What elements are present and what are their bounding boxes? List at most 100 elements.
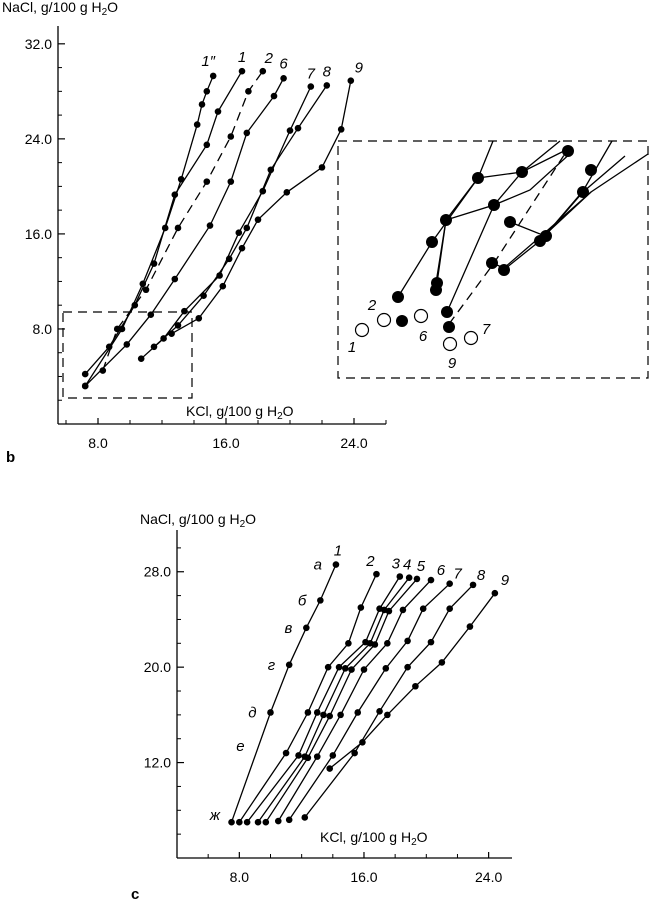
panel-b-data-point <box>283 189 291 196</box>
panel-b-letter: b <box>6 449 15 466</box>
panel-c-tick-labels: 8.0 16.0 24.0 12.0 20.0 28.0 <box>144 564 503 885</box>
panel-c-data-point <box>413 575 421 583</box>
panel-c-series-label: 6 <box>437 562 446 579</box>
panel-b-x-tick-label: 16.0 <box>212 435 239 451</box>
inset-point <box>488 199 500 211</box>
panel-b-data-point <box>200 292 207 299</box>
panel-c-data-point <box>228 818 235 826</box>
panel-c-data-point <box>274 817 282 825</box>
panel-c-data-point <box>446 605 453 613</box>
panel-c-data-point <box>326 712 333 720</box>
inset-open-points: 1 2 6 9 7 <box>348 297 491 372</box>
inset-line-5 <box>491 191 592 269</box>
panel-c-data-point <box>303 624 310 632</box>
panel-b-inset: 1 2 6 9 7 <box>337 140 649 379</box>
panel-c-series-line-6 <box>277 579 432 822</box>
panel-c-data-point <box>385 607 393 615</box>
panel-c-series-label: 7 <box>454 566 463 583</box>
panel-c-data-point <box>384 711 391 719</box>
panel-c-row-label: е <box>236 738 244 755</box>
panel-c-data-point <box>329 752 337 759</box>
panel-b-series-line-1 <box>84 75 214 387</box>
panel-b-data-point <box>203 141 211 149</box>
panel-c-data-point <box>373 570 380 578</box>
panel-c-data-point <box>243 818 251 826</box>
inset-point <box>585 164 597 176</box>
panel-c-data-point <box>419 605 427 613</box>
panel-b-axes <box>57 26 386 425</box>
panel-b-data-point <box>137 355 145 362</box>
panel-c-data-point <box>254 818 262 826</box>
panel-b-x-tick-label: 8.0 <box>88 435 108 451</box>
panel-c-x-tick-label: 8.0 <box>230 869 250 885</box>
panel-c-y-tick-label: 20.0 <box>144 659 171 675</box>
inset-point <box>426 236 438 248</box>
panel-c-data-point <box>326 765 333 772</box>
panel-c-letter: c <box>131 886 139 902</box>
panel-b-data-point <box>171 275 179 283</box>
panel-b-data-point <box>238 67 246 75</box>
panel-b-data-point <box>243 224 251 232</box>
panel-c-data-point <box>285 661 293 669</box>
inset-point <box>443 321 455 333</box>
panel-b-data-point <box>113 325 121 333</box>
inset-open-point <box>376 312 392 328</box>
panel-c-row-label: а <box>314 557 322 574</box>
panel-c-data-point <box>384 640 391 647</box>
inset-open-point <box>463 330 479 346</box>
panel-c-data-point <box>295 752 302 759</box>
panel-b-data-point <box>193 121 201 128</box>
panel-b-data-point <box>243 129 251 137</box>
inset-open-point <box>442 336 458 352</box>
panel-b-data-point <box>99 367 107 374</box>
panel-b-data-point <box>142 286 150 294</box>
panel-b-data-point <box>294 124 302 132</box>
panel-c-data-point <box>335 663 343 671</box>
panel-b-data-point <box>206 222 214 229</box>
panel-c-data-point <box>351 749 358 757</box>
panel-b-data-point <box>286 127 294 134</box>
panel-c-data-point <box>354 709 362 716</box>
panel-c-data-point <box>396 573 404 580</box>
inset-open-point-label: 2 <box>367 297 377 314</box>
panel-c-data-point <box>399 606 407 614</box>
panel-b-data-point <box>174 224 182 232</box>
panel-b-data-point <box>81 382 89 390</box>
panel-b-data-point <box>318 164 326 171</box>
inset-point <box>486 257 498 269</box>
panel-c-data-point <box>360 666 368 673</box>
panel-c-data-point <box>304 754 312 762</box>
panel-b-y-tick-label: 24.0 <box>25 131 52 147</box>
inset-point <box>540 230 552 242</box>
panel-b: 8.0 16.0 24.0 8.0 16.0 24.0 32.0 NaCl, g/100 g… <box>2 0 387 466</box>
panel-b-data-point <box>81 370 89 378</box>
panel-b-y-tick-label: 32.0 <box>25 36 52 52</box>
panel-b-data-point <box>150 343 158 351</box>
panel-b-series <box>81 67 355 390</box>
inset-line-1 <box>397 140 494 298</box>
panel-b-data-point <box>105 343 113 351</box>
panel-c-series <box>228 561 499 826</box>
panel-c-series-line-9 <box>329 592 496 770</box>
panel-b-data-point <box>219 282 227 290</box>
inset-point <box>431 277 443 289</box>
inset-point <box>516 166 528 178</box>
panel-b-data-point <box>347 77 355 84</box>
panel-b-data-point <box>337 126 345 133</box>
panel-b-series-label: 9 <box>355 60 364 77</box>
panel-b-series-line-3 <box>102 70 264 371</box>
panel-c-series-label: 3 <box>392 556 401 573</box>
panel-c-data-point <box>282 749 290 757</box>
inset-point <box>562 145 574 157</box>
panel-b-data-point <box>227 133 235 140</box>
panel-b-series-line-2 <box>84 70 243 375</box>
panel-c-data-point <box>348 666 355 673</box>
panel-c-data-point <box>404 637 411 645</box>
panel-b-data-point <box>174 322 182 329</box>
panel-b-x-tick-label: 24.0 <box>340 435 367 451</box>
panel-c-series-label: 1 <box>334 543 342 560</box>
panel-b-data-point <box>245 88 252 95</box>
inset-line-4 <box>446 150 574 313</box>
panel-c-axes <box>176 530 512 859</box>
